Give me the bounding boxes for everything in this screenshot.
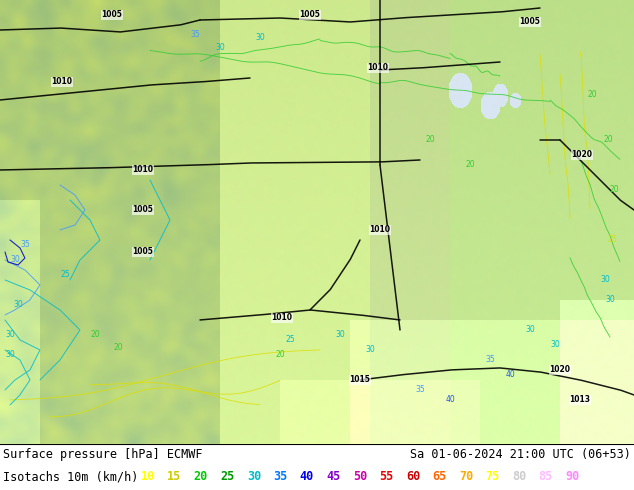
Text: 30: 30 [215, 44, 225, 52]
Text: 1010: 1010 [133, 166, 153, 174]
Text: 30: 30 [5, 350, 15, 360]
Text: 20: 20 [587, 91, 597, 99]
Text: 25: 25 [221, 470, 235, 484]
Text: 40: 40 [445, 395, 455, 404]
Text: 90: 90 [565, 470, 579, 484]
Text: 30: 30 [365, 345, 375, 354]
Text: 30: 30 [10, 255, 20, 265]
Text: 30: 30 [335, 330, 345, 340]
Text: 1010: 1010 [370, 225, 391, 235]
Text: 65: 65 [432, 470, 446, 484]
Text: 15: 15 [167, 470, 181, 484]
Text: 1015: 1015 [349, 375, 370, 385]
Text: 35: 35 [415, 386, 425, 394]
Text: Isotachs 10m (km/h): Isotachs 10m (km/h) [3, 470, 138, 484]
Text: 40: 40 [505, 370, 515, 379]
Text: 20: 20 [465, 161, 475, 170]
Text: 25: 25 [285, 336, 295, 344]
Text: 30: 30 [605, 295, 615, 304]
Text: 85: 85 [538, 470, 553, 484]
Text: 70: 70 [459, 470, 473, 484]
Text: 30: 30 [5, 330, 15, 340]
Text: 80: 80 [512, 470, 526, 484]
Text: 20: 20 [425, 135, 435, 145]
Text: 1005: 1005 [299, 10, 320, 20]
Text: 1020: 1020 [571, 150, 593, 159]
Text: 1005: 1005 [101, 10, 122, 20]
Text: 20: 20 [275, 350, 285, 360]
Text: 60: 60 [406, 470, 420, 484]
Text: 1010: 1010 [368, 64, 389, 73]
Text: 25: 25 [60, 270, 70, 279]
Text: 1005: 1005 [133, 205, 153, 215]
Text: 10: 10 [141, 470, 155, 484]
Text: 35: 35 [485, 355, 495, 365]
Text: 1010: 1010 [51, 77, 72, 87]
Text: 35: 35 [190, 30, 200, 40]
Text: 30: 30 [525, 325, 535, 335]
Text: 20: 20 [113, 343, 123, 352]
Text: 20: 20 [194, 470, 208, 484]
Text: 20: 20 [609, 186, 619, 195]
Text: 30: 30 [247, 470, 261, 484]
Text: 30: 30 [600, 275, 610, 285]
Text: 40: 40 [300, 470, 314, 484]
Text: Surface pressure [hPa] ECMWF: Surface pressure [hPa] ECMWF [3, 448, 202, 462]
Text: 25: 25 [607, 236, 617, 245]
Text: 50: 50 [353, 470, 367, 484]
Text: 30: 30 [13, 300, 23, 310]
Text: 1005: 1005 [133, 247, 153, 256]
Text: 55: 55 [379, 470, 394, 484]
Text: 1013: 1013 [569, 395, 590, 404]
Text: 30: 30 [255, 33, 265, 43]
Text: 30: 30 [550, 341, 560, 349]
Text: 75: 75 [486, 470, 500, 484]
Text: 1010: 1010 [271, 314, 292, 322]
Text: 1020: 1020 [550, 366, 571, 374]
Text: 45: 45 [327, 470, 340, 484]
Text: 35: 35 [273, 470, 288, 484]
Text: Sa 01-06-2024 21:00 UTC (06+53): Sa 01-06-2024 21:00 UTC (06+53) [410, 448, 631, 462]
Text: 20: 20 [603, 135, 613, 145]
Text: 20: 20 [90, 330, 100, 340]
Text: 1005: 1005 [519, 18, 540, 26]
Text: 35: 35 [20, 241, 30, 249]
